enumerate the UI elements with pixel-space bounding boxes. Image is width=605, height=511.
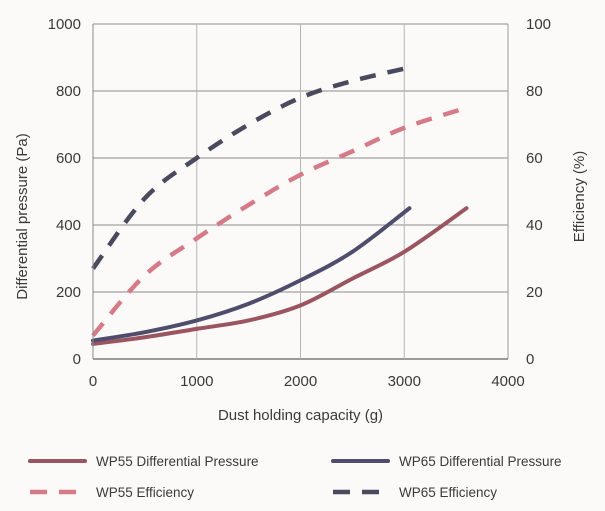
y-tick-label: 600 (56, 150, 81, 167)
legend-label: WP55 Differential Pressure (96, 454, 259, 469)
x-tick-label: 0 (89, 373, 97, 390)
y-tick-label: 0 (73, 351, 81, 368)
y2-axis-title: Efficiency (%) (571, 151, 588, 242)
series-line-wp65-efficiency (91, 65, 410, 270)
y2-tick-label: 40 (526, 217, 543, 234)
y-tick-label: 800 (56, 83, 81, 100)
legend-item-wp65-efficiency: WP65 Efficiency (333, 485, 497, 500)
y-tick-label: 400 (56, 217, 81, 234)
x-tick-label: 1000 (180, 373, 213, 390)
legend-item-wp65-differential-pressure: WP65 Differential Pressure (331, 454, 562, 469)
series-line-wp55-differential-pressure (91, 206, 469, 346)
y-tick-label: 200 (56, 284, 81, 301)
y2-tick-label: 80 (526, 83, 543, 100)
legend: WP55 Differential Pressure WP65 Different… (28, 454, 562, 500)
y-axis-title: Differential pressure (Pa) (14, 133, 31, 299)
x-tick-label: 4000 (491, 373, 524, 390)
x-tick-label: 2000 (284, 373, 317, 390)
y2-tick-label: 0 (526, 351, 534, 368)
y2-tick-label: 100 (526, 16, 551, 33)
series-lines (91, 65, 469, 346)
series-line-wp65-differential-pressure (91, 206, 412, 343)
y-tick-label: 1000 (48, 16, 81, 33)
y2-tick-label: 20 (526, 284, 543, 301)
legend-item-wp55-efficiency: WP55 Efficiency (30, 485, 194, 500)
x-axis-title: Dust holding capacity (g) (218, 407, 383, 424)
legend-label: WP65 Efficiency (399, 485, 497, 500)
x-tick-label: 3000 (388, 373, 421, 390)
grid (92, 23, 509, 360)
y2-tick-label: 60 (526, 150, 543, 167)
legend-item-wp55-differential-pressure: WP55 Differential Pressure (28, 454, 259, 469)
legend-label: WP65 Differential Pressure (399, 454, 562, 469)
series-line-wp55-efficiency (91, 105, 468, 338)
legend-label: WP55 Efficiency (96, 485, 194, 500)
